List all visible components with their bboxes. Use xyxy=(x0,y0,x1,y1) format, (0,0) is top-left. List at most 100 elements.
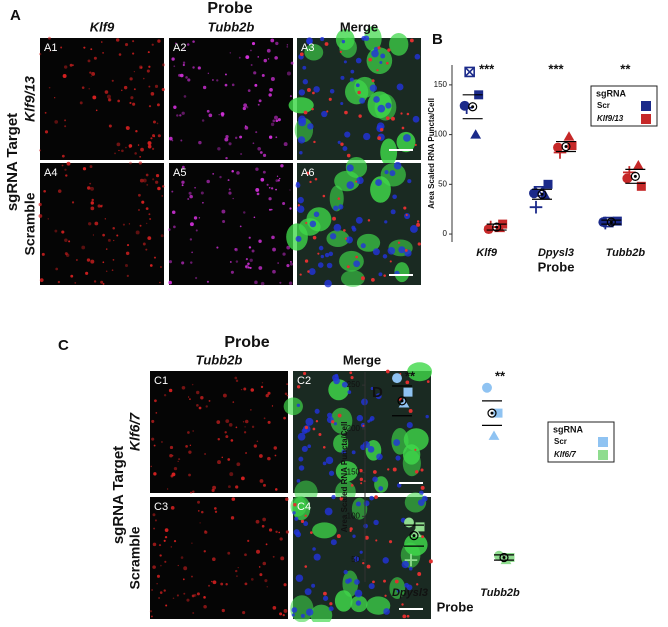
punctum xyxy=(337,413,342,418)
punctum xyxy=(164,535,168,539)
punctum xyxy=(270,122,275,127)
punctum xyxy=(416,220,420,223)
punctum xyxy=(409,38,414,43)
punctum xyxy=(267,420,271,424)
punctum xyxy=(255,131,258,134)
mean-marker xyxy=(487,408,497,418)
y-tick-label: 150 xyxy=(434,80,448,89)
punctum xyxy=(44,111,47,114)
punctum xyxy=(383,274,386,277)
y-axis-label: Area Scaled RNA Puncta/Cell xyxy=(340,422,349,533)
punctum xyxy=(218,113,220,116)
row-label: Scramble xyxy=(127,526,143,589)
nucleus xyxy=(313,553,321,561)
nucleus xyxy=(305,417,314,426)
data-point xyxy=(612,216,622,226)
legend-swatch xyxy=(598,437,608,447)
punctum xyxy=(417,572,422,576)
punctum xyxy=(236,575,238,577)
punctum xyxy=(106,94,111,99)
punctum xyxy=(138,65,143,70)
punctum xyxy=(196,404,199,407)
punctum xyxy=(247,539,250,543)
punctum xyxy=(181,184,184,187)
punctum xyxy=(158,544,162,547)
nucleus xyxy=(372,476,378,483)
nucleus xyxy=(404,213,411,220)
micrograph xyxy=(169,163,293,285)
punctum xyxy=(224,73,227,76)
punctum xyxy=(204,530,208,534)
punctum xyxy=(181,111,185,115)
punctum xyxy=(239,135,243,139)
punctum xyxy=(159,591,163,594)
punctum xyxy=(171,472,176,477)
punctum xyxy=(222,219,226,223)
punctum xyxy=(203,596,206,599)
nucleus xyxy=(385,102,392,109)
punctum xyxy=(156,122,159,125)
punctum xyxy=(391,116,395,121)
nucleus xyxy=(298,465,305,471)
nucleus xyxy=(377,104,386,113)
nucleus xyxy=(307,444,312,449)
punctum xyxy=(72,64,74,67)
punctum xyxy=(63,65,68,69)
punctum xyxy=(188,473,191,477)
nucleus xyxy=(341,449,346,455)
image-layer xyxy=(38,26,433,626)
significance: ** xyxy=(495,368,506,383)
punctum xyxy=(371,278,375,282)
punctum xyxy=(283,142,288,147)
punctum xyxy=(262,561,267,566)
punctum xyxy=(217,460,221,465)
punctum xyxy=(250,49,252,52)
punctum xyxy=(272,119,276,123)
column-label: Merge xyxy=(343,352,381,367)
nucleus xyxy=(396,589,401,593)
punctum xyxy=(82,167,87,171)
nucleus xyxy=(314,408,320,414)
punctum xyxy=(350,376,354,380)
punctum xyxy=(180,139,183,142)
punctum xyxy=(406,112,410,116)
punctum xyxy=(385,116,390,121)
row-label: Klf9/13 xyxy=(22,76,38,122)
cell xyxy=(340,270,365,287)
punctum xyxy=(229,52,232,54)
punctum xyxy=(257,103,260,106)
punctum xyxy=(206,280,209,283)
punctum xyxy=(192,40,195,43)
punctum xyxy=(115,38,120,42)
punctum xyxy=(227,179,230,182)
punctum xyxy=(311,107,314,111)
nucleus xyxy=(312,547,316,551)
punctum xyxy=(263,58,268,63)
punctum xyxy=(375,539,378,542)
nucleus xyxy=(384,170,389,175)
punctum xyxy=(254,280,258,285)
punctum xyxy=(286,44,289,46)
legend-swatch xyxy=(641,101,651,111)
punctum xyxy=(126,244,130,247)
nucleus xyxy=(379,60,383,65)
punctum xyxy=(185,76,188,79)
punctum xyxy=(346,153,351,158)
row-group-label: sgRNA Target xyxy=(110,446,127,544)
punctum xyxy=(405,213,408,217)
punctum xyxy=(262,517,267,522)
mean-marker xyxy=(499,552,509,563)
data-point xyxy=(404,517,414,528)
row-group-label: sgRNA Target xyxy=(4,113,21,211)
punctum xyxy=(180,556,184,559)
punctum xyxy=(269,88,273,92)
cell xyxy=(404,533,428,556)
nucleus xyxy=(342,146,348,152)
punctum xyxy=(189,444,192,447)
mean-marker xyxy=(409,531,419,541)
punctum xyxy=(152,542,157,547)
punctum xyxy=(135,230,140,235)
punctum xyxy=(244,426,246,428)
y-axis-label: Area Scaled RNA Puncta/Cell xyxy=(427,98,436,209)
punctum xyxy=(178,73,182,77)
